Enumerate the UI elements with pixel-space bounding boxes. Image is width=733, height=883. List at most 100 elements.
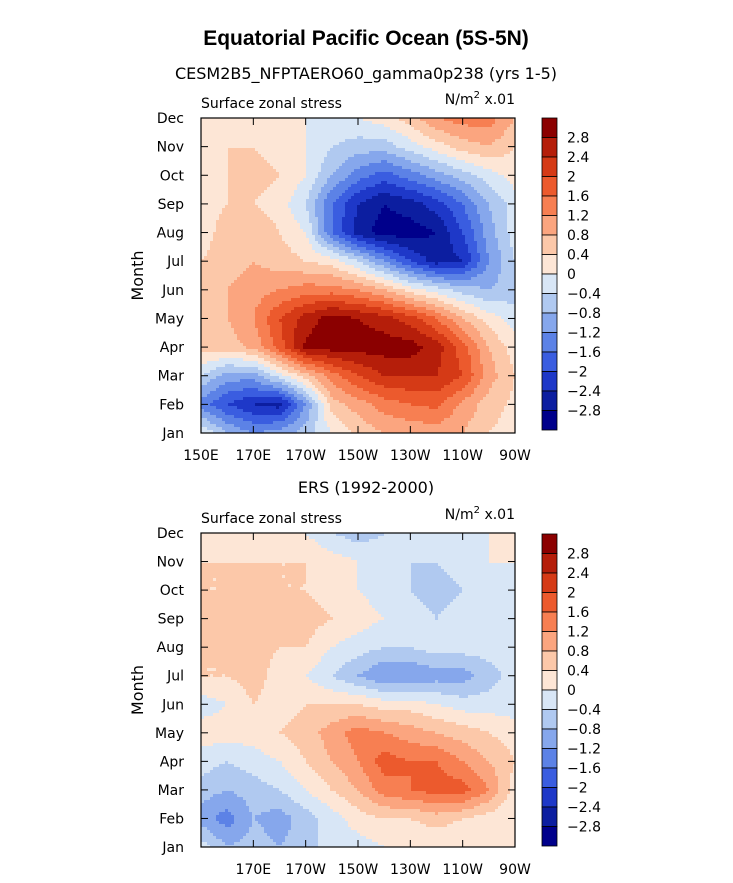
heatmap-cell	[336, 124, 340, 128]
heatmap-cell	[423, 217, 427, 221]
heatmap-cell	[297, 202, 301, 206]
heatmap-cell	[486, 250, 490, 254]
heatmap-cell	[216, 169, 220, 173]
heatmap-cell	[480, 220, 484, 224]
heatmap-cell	[435, 136, 439, 140]
heatmap-cell	[279, 163, 283, 167]
heatmap-cell	[381, 256, 385, 260]
heatmap-cell	[300, 127, 304, 131]
heatmap-cell	[408, 229, 412, 233]
heatmap-cell	[510, 205, 514, 209]
heatmap-cell	[306, 187, 310, 191]
heatmap-cell	[486, 175, 490, 179]
heatmap-cell	[210, 232, 214, 236]
heatmap-cell	[495, 217, 499, 221]
heatmap-cell	[396, 250, 400, 254]
heatmap-cell	[372, 160, 376, 164]
heatmap-cell	[279, 235, 283, 239]
heatmap-cell	[348, 160, 352, 164]
heatmap-cell	[306, 175, 310, 179]
heatmap-cell	[336, 247, 340, 251]
heatmap-cell	[276, 148, 280, 152]
heatmap-cell	[408, 220, 412, 224]
heatmap-cell	[453, 160, 457, 164]
heatmap-cell	[417, 163, 421, 167]
heatmap-cell	[414, 166, 418, 170]
heatmap-cell	[240, 154, 244, 158]
heatmap-cell	[297, 142, 301, 146]
heatmap-cell	[354, 259, 358, 263]
heatmap-cell	[360, 193, 364, 197]
heatmap-cell	[510, 220, 514, 224]
heatmap-cell	[348, 196, 352, 200]
heatmap-cell	[462, 139, 466, 143]
heatmap-cell	[435, 235, 439, 239]
heatmap-cell	[207, 208, 211, 212]
heatmap-cell	[273, 187, 277, 191]
heatmap-cell	[411, 160, 415, 164]
heatmap-cell	[366, 241, 370, 245]
heatmap-cell	[321, 178, 325, 182]
heatmap-cell	[327, 238, 331, 242]
heatmap-cell	[282, 130, 286, 134]
heatmap-cell	[450, 127, 454, 131]
heatmap-cell	[216, 208, 220, 212]
heatmap-cell	[210, 169, 214, 173]
heatmap-cell	[411, 136, 415, 140]
heatmap-cell	[411, 184, 415, 188]
heatmap-cell	[318, 163, 322, 167]
heatmap-cell	[396, 178, 400, 182]
heatmap-cell	[201, 124, 205, 128]
heatmap-cell	[339, 253, 343, 257]
heatmap-cell	[492, 226, 496, 230]
heatmap-cell	[429, 223, 433, 227]
heatmap-cell	[237, 247, 241, 251]
heatmap-cell	[243, 163, 247, 167]
heatmap-cell	[270, 130, 274, 134]
heatmap-cell	[324, 130, 328, 134]
heatmap-cell	[309, 172, 313, 176]
heatmap-cell	[372, 148, 376, 152]
heatmap-cell	[372, 154, 376, 158]
heatmap-cell	[450, 142, 454, 146]
heatmap-cell	[276, 211, 280, 215]
heatmap-cell	[447, 175, 451, 179]
heatmap-cell	[213, 196, 217, 200]
heatmap-cell	[228, 232, 232, 236]
heatmap-cell	[210, 223, 214, 227]
heatmap-cell	[231, 178, 235, 182]
heatmap-cell	[465, 184, 469, 188]
heatmap-cell	[237, 124, 241, 128]
heatmap-cell	[411, 247, 415, 251]
heatmap-cell	[489, 202, 493, 206]
heatmap-cell	[417, 127, 421, 131]
heatmap-cell	[258, 181, 262, 185]
heatmap-cell	[291, 250, 295, 254]
heatmap-cell	[318, 157, 322, 161]
heatmap-cell	[504, 166, 508, 170]
heatmap-cell	[207, 157, 211, 161]
heatmap-cell	[258, 169, 262, 173]
heatmap-cell	[387, 196, 391, 200]
heatmap-cell	[390, 148, 394, 152]
heatmap-cell	[285, 121, 289, 125]
heatmap-cell	[351, 238, 355, 242]
heatmap-cell	[324, 124, 328, 128]
heatmap-cell	[312, 205, 316, 209]
heatmap-cell	[333, 142, 337, 146]
heatmap-cell	[426, 247, 430, 251]
heatmap-cell	[447, 244, 451, 248]
heatmap-cell	[360, 226, 364, 230]
heatmap-cell	[276, 160, 280, 164]
heatmap-cell	[504, 178, 508, 182]
heatmap-cell	[477, 208, 481, 212]
heatmap-cell	[453, 196, 457, 200]
heatmap-cell	[507, 127, 511, 131]
heatmap-cell	[372, 127, 376, 131]
heatmap-cell	[492, 145, 496, 149]
heatmap-cell	[441, 136, 445, 140]
heatmap-cell	[369, 151, 373, 155]
heatmap-cell	[447, 145, 451, 149]
heatmap-cell	[204, 232, 208, 236]
heatmap-cell	[492, 244, 496, 248]
